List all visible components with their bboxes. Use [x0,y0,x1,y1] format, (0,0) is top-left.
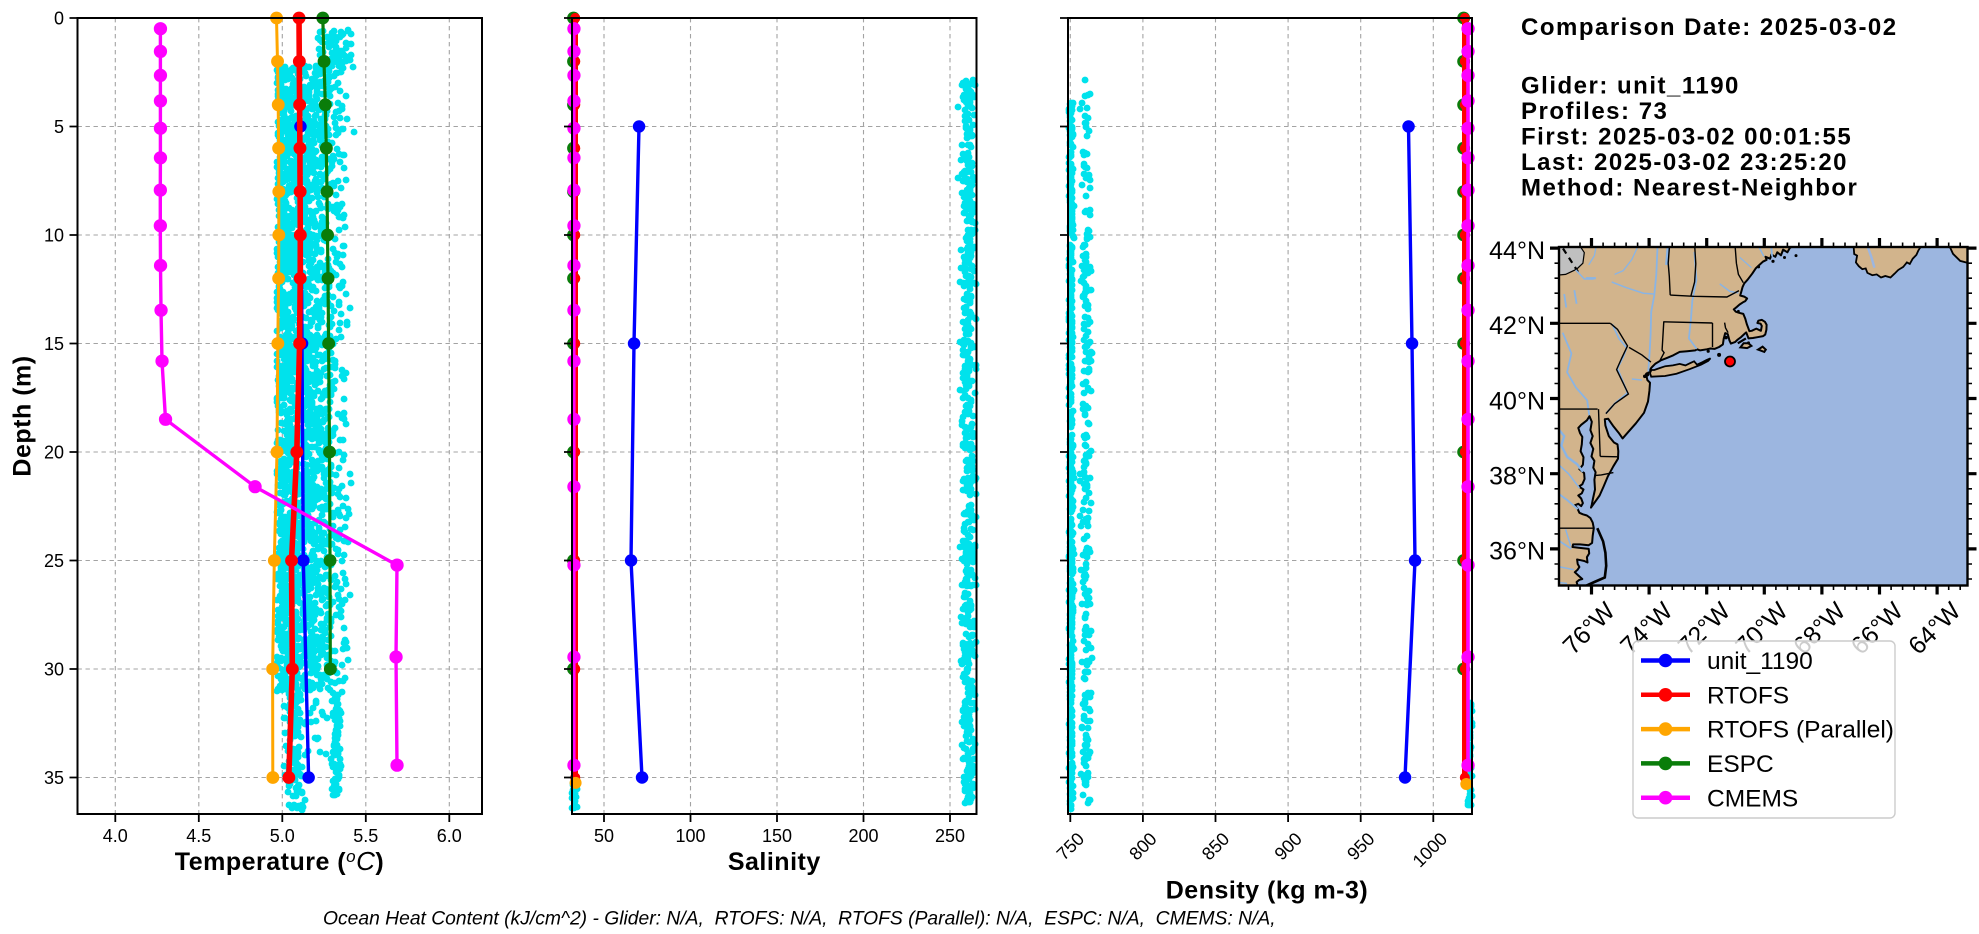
svg-text:Salinity: Salinity [728,848,821,876]
svg-text:Ocean Heat Content (kJ/cm^2) -: Ocean Heat Content (kJ/cm^2) - Glider: N… [323,909,1276,930]
svg-text:42°N: 42°N [1489,312,1545,340]
svg-text:6.0: 6.0 [437,826,462,846]
svg-text:Last: 2025-03-02 23:25:20: Last: 2025-03-02 23:25:20 [1521,149,1848,176]
svg-text:Comparison Date: 2025-03-02: Comparison Date: 2025-03-02 [1521,14,1898,41]
svg-text:5: 5 [54,117,64,137]
svg-text:unit_1190: unit_1190 [1707,648,1813,675]
svg-text:20: 20 [44,443,64,463]
svg-text:44°N: 44°N [1489,237,1545,265]
svg-text:50: 50 [594,826,614,846]
svg-text:Glider: unit_1190: Glider: unit_1190 [1521,73,1740,100]
svg-text:0: 0 [54,9,64,29]
svg-text:10: 10 [44,226,64,246]
svg-text:200: 200 [848,826,878,846]
svg-text:CMEMS: CMEMS [1707,785,1798,812]
svg-text:4.5: 4.5 [186,826,211,846]
svg-text:5.0: 5.0 [270,826,295,846]
svg-text:30: 30 [44,660,64,680]
svg-text:15: 15 [44,334,64,354]
svg-text:Depth (m): Depth (m) [9,355,37,476]
svg-text:Profiles: 73: Profiles: 73 [1521,98,1668,125]
svg-text:RTOFS: RTOFS [1707,682,1789,709]
svg-text:RTOFS (Parallel): RTOFS (Parallel) [1707,717,1894,744]
svg-text:40°N: 40°N [1489,387,1545,415]
svg-text:36°N: 36°N [1489,538,1545,566]
svg-text:38°N: 38°N [1489,463,1545,491]
svg-text:35: 35 [44,768,64,788]
svg-text:4.0: 4.0 [103,826,128,846]
svg-text:25: 25 [44,551,64,571]
svg-text:250: 250 [935,826,965,846]
svg-text:100: 100 [675,826,705,846]
svg-text:Density (kg m-3): Density (kg m-3) [1166,877,1368,905]
svg-text:First: 2025-03-02 00:01:55: First: 2025-03-02 00:01:55 [1521,124,1852,151]
svg-text:5.5: 5.5 [353,826,378,846]
svg-text:ESPC: ESPC [1707,751,1774,778]
svg-text:Method: Nearest-Neighbor: Method: Nearest-Neighbor [1521,175,1858,202]
svg-text:150: 150 [762,826,792,846]
